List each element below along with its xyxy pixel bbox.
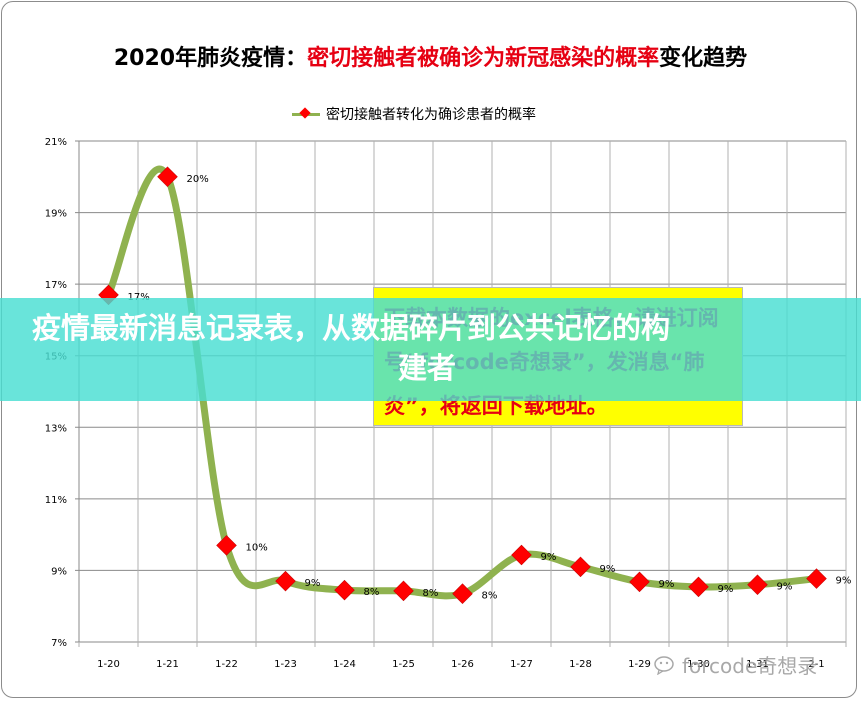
data-marker-diamond-icon <box>216 535 237 556</box>
svg-text:8%: 8% <box>364 587 380 598</box>
svg-text:1-21: 1-21 <box>156 659 179 670</box>
title-highlight: 密切接触者被确诊为新冠感染的概率 <box>307 46 660 71</box>
headline-text: 疫情最新消息记录表，从数据碎片到公共记忆的构 建者 <box>32 308 822 388</box>
svg-text:2-1: 2-1 <box>808 659 824 670</box>
svg-text:8%: 8% <box>482 591 498 602</box>
svg-text:8%: 8% <box>423 588 439 599</box>
watermark-text: forcode奇想录 <box>682 654 818 678</box>
watermark: forcode奇想录 <box>654 650 817 679</box>
svg-text:13%: 13% <box>45 423 67 434</box>
x-axis-ticks: 1-20 1-21 1-22 1-23 1-24 1-25 1-26 1-27 1-28 1-29… <box>97 659 825 670</box>
svg-text:9%: 9% <box>718 584 734 595</box>
data-marker-diamond-icon <box>570 556 591 578</box>
headline-line-2: 建者 <box>398 351 457 385</box>
data-marker-diamond-icon <box>806 568 827 589</box>
title-prefix: 2020年肺炎疫情： <box>113 46 308 71</box>
data-marker-diamond-icon <box>511 544 532 566</box>
svg-text:20%: 20% <box>187 174 209 185</box>
svg-text:9%: 9% <box>659 579 675 590</box>
data-marker-diamond-icon <box>452 583 473 604</box>
svg-text:1-23: 1-23 <box>274 659 297 670</box>
data-marker-diamond-icon <box>157 166 178 188</box>
svg-text:9%: 9% <box>51 566 67 577</box>
title-suffix: 变化趋势 <box>659 46 748 71</box>
svg-text:1-28: 1-28 <box>569 659 592 670</box>
svg-text:17%: 17% <box>45 280 67 291</box>
data-marker-diamond-icon <box>275 570 296 592</box>
svg-text:1-24: 1-24 <box>333 659 356 670</box>
headline-banner <box>0 298 861 401</box>
headline-line-1: 疫情最新消息记录表，从数据碎片到公共记忆的构 <box>32 311 671 345</box>
svg-text:1-29: 1-29 <box>628 659 651 670</box>
svg-text:9%: 9% <box>600 564 616 575</box>
chart-legend: 密切接触者转化为确诊患者的概率 <box>292 104 536 124</box>
svg-text:19%: 19% <box>45 209 67 220</box>
chart-title: 2020年肺炎疫情：密切接触者被确诊为新冠感染的概率变化趋势 <box>0 40 861 72</box>
svg-text:17%: 17% <box>128 292 150 303</box>
data-markers <box>98 166 827 604</box>
svg-text:10%: 10% <box>246 542 268 553</box>
svg-text:7%: 7% <box>51 638 67 649</box>
svg-text:21%: 21% <box>45 137 67 148</box>
data-marker-diamond-icon <box>629 571 650 593</box>
svg-text:9%: 9% <box>777 582 793 593</box>
svg-text:1-30: 1-30 <box>687 659 710 670</box>
legend-line-marker-icon <box>292 107 320 120</box>
svg-text:11%: 11% <box>45 495 67 506</box>
data-marker-diamond-icon <box>334 579 355 601</box>
svg-text:1-22: 1-22 <box>215 659 238 670</box>
wechat-icon <box>654 655 674 675</box>
data-marker-diamond-icon <box>393 580 414 602</box>
data-marker-diamond-icon <box>688 576 709 598</box>
legend-label: 密切接触者转化为确诊患者的概率 <box>326 107 536 123</box>
svg-text:9%: 9% <box>836 576 852 587</box>
svg-text:1-20: 1-20 <box>97 659 120 670</box>
svg-text:1-31: 1-31 <box>746 659 769 670</box>
data-labels: 17% 20% 10% 9% 8% 8% 8% 9% 9% 9% 9% 9% 9% <box>128 174 852 602</box>
svg-text:1-26: 1-26 <box>451 659 474 670</box>
svg-text:1-25: 1-25 <box>392 659 415 670</box>
svg-text:9%: 9% <box>305 578 321 589</box>
svg-text:9%: 9% <box>541 552 557 563</box>
data-marker-diamond-icon <box>747 574 768 595</box>
svg-text:1-27: 1-27 <box>510 659 533 670</box>
